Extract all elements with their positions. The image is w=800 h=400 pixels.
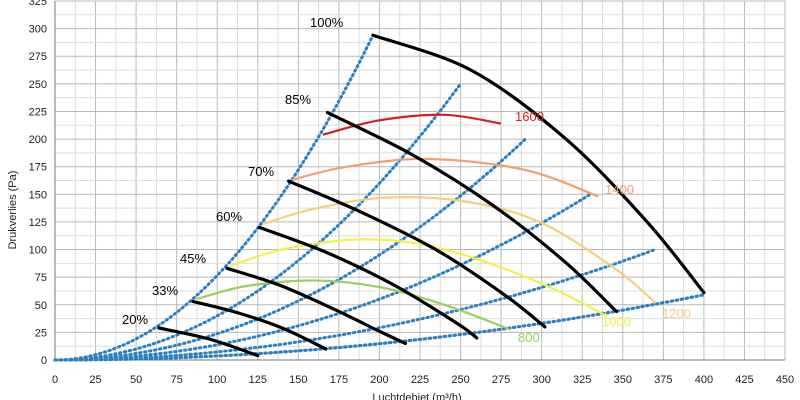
rpm-label-1600: 1600 xyxy=(515,109,544,124)
setting-label-60pct: 60% xyxy=(216,209,242,224)
setting-curve-45pct xyxy=(225,266,407,345)
x-tick-label: 350 xyxy=(614,374,632,386)
y-tick-label: 75 xyxy=(35,272,47,284)
x-tick-label: 150 xyxy=(289,374,307,386)
x-tick-label: 400 xyxy=(695,374,713,386)
y-tick-label: 125 xyxy=(29,217,47,229)
setting-curve-85pct xyxy=(325,111,618,313)
x-tick-label: 200 xyxy=(370,374,388,386)
x-axis-title: Luchtdebiet (m³/h) xyxy=(372,392,461,400)
system-curve xyxy=(53,293,706,362)
y-tick-label: 150 xyxy=(29,189,47,201)
setting-label-45pct: 45% xyxy=(180,251,206,266)
y-tick-label: 300 xyxy=(29,24,47,36)
x-tick-label: 450 xyxy=(776,374,794,386)
y-tick-label: 275 xyxy=(29,51,47,63)
rpm-curve-1000 xyxy=(229,238,608,317)
setting-curves xyxy=(157,33,706,358)
setting-curve-20pct xyxy=(157,326,260,358)
x-tick-label: 300 xyxy=(532,374,550,386)
setting-label-100pct: 100% xyxy=(310,15,344,30)
x-tick-label: 325 xyxy=(573,374,591,386)
y-tick-label: 25 xyxy=(35,327,47,339)
system-curve xyxy=(53,248,657,362)
rpm-curve-800 xyxy=(195,279,510,331)
y-tick-label: 0 xyxy=(41,355,47,367)
rpm-label-800: 800 xyxy=(518,330,540,345)
system-curve xyxy=(53,82,463,362)
x-tick-label: 225 xyxy=(411,374,429,386)
x-tick-label: 75 xyxy=(171,374,183,386)
system-curve xyxy=(53,137,527,362)
x-tick-label: 0 xyxy=(52,374,58,386)
y-tick-label: 175 xyxy=(29,162,47,174)
setting-curve-33pct xyxy=(191,299,328,351)
x-tick-label: 250 xyxy=(451,374,469,386)
x-tick-label: 25 xyxy=(89,374,101,386)
rpm-curve-1200 xyxy=(262,196,656,304)
setting-curve-60pct xyxy=(257,225,479,340)
setting-curve-70pct xyxy=(287,179,547,329)
system-curve xyxy=(53,192,592,362)
setting-label-33pct: 33% xyxy=(152,283,178,298)
y-tick-label: 325 xyxy=(29,0,47,8)
y-axis-title: Drukverlies (Pa) xyxy=(7,171,19,250)
setting-label-70pct: 70% xyxy=(248,164,274,179)
x-tick-label: 50 xyxy=(130,374,142,386)
rpm-label-1000: 1000 xyxy=(602,314,631,329)
setting-label-85pct: 85% xyxy=(285,92,311,107)
y-tick-label: 100 xyxy=(29,245,47,257)
x-tick-label: 375 xyxy=(654,374,672,386)
setting-label-20pct: 20% xyxy=(122,312,148,327)
rpm-curve-1600 xyxy=(322,113,502,136)
rpm-label-1200: 1200 xyxy=(662,306,691,321)
x-tick-label: 125 xyxy=(249,374,267,386)
x-tick-label: 100 xyxy=(208,374,226,386)
rpm-curves xyxy=(195,113,656,331)
setting-curve-100pct xyxy=(371,33,706,295)
rpm-curve-1400 xyxy=(291,157,599,198)
tick-labels: 0 25 50 75 100 125 150 175 200 225 250 275 300 325 350… xyxy=(29,0,795,386)
y-tick-label: 50 xyxy=(35,300,47,312)
y-tick-label: 200 xyxy=(29,134,47,146)
curve-labels: 1600 1400 1200 1000 800 100% 85% 70% 60% 45% 33% 20… xyxy=(122,15,691,345)
y-tick-label: 225 xyxy=(29,106,47,118)
x-tick-label: 275 xyxy=(492,374,510,386)
x-tick-label: 425 xyxy=(735,374,753,386)
system-curve xyxy=(53,33,375,362)
rpm-label-1400: 1400 xyxy=(605,182,634,197)
y-tick-label: 250 xyxy=(29,79,47,91)
system-curves xyxy=(53,33,706,362)
x-tick-label: 175 xyxy=(330,374,348,386)
